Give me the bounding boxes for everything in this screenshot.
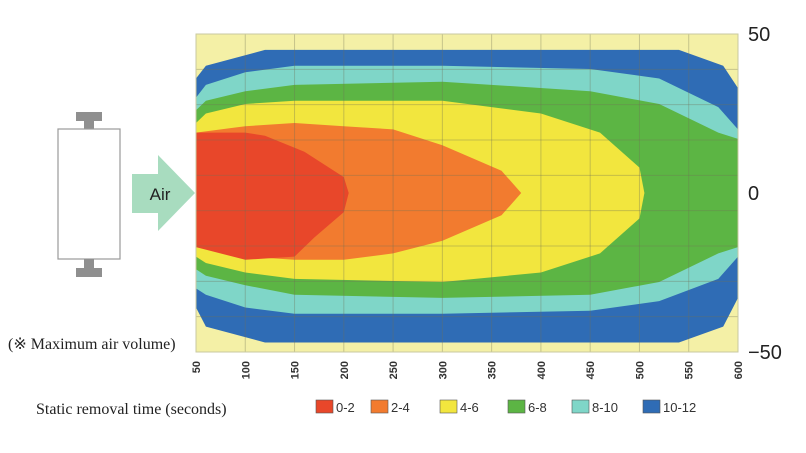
legend-item-0-2: 0-2	[315, 399, 355, 415]
airflow-arrow: Air	[132, 155, 195, 231]
x-tick-label: 100	[240, 361, 252, 379]
legend-item-2-4: 2-4	[370, 399, 410, 415]
x-tick-label: 400	[536, 361, 548, 379]
legend-label: 10-12	[663, 400, 696, 415]
device-bottom-stem	[84, 259, 94, 269]
device-bottom-cap	[76, 268, 102, 277]
x-tick-label: 300	[437, 361, 449, 379]
plot-frame	[195, 33, 739, 353]
max-air-volume-note: (※ Maximum air volume)	[8, 336, 176, 353]
y-axis-ticks: 50 0 −50	[748, 24, 782, 364]
legend-swatch	[439, 399, 458, 414]
legend-swatch	[370, 399, 389, 414]
legend-label: 2-4	[391, 400, 410, 415]
x-tick-label: 250	[388, 361, 400, 379]
contour-plot	[195, 33, 739, 353]
x-tick-label: 500	[634, 361, 646, 379]
x-tick-label: 50	[191, 361, 203, 373]
legend-items: 0-2 2-4 4-6 6-8 8-10 10-12	[315, 399, 696, 415]
legend-swatch	[642, 399, 661, 414]
grid-lines	[196, 34, 738, 352]
legend-item-4-6: 4-6	[439, 399, 479, 415]
legend-item-6-8: 6-8	[507, 399, 547, 415]
x-tick-label: 550	[684, 361, 696, 379]
x-tick-label: 150	[290, 361, 302, 379]
contour-regions	[196, 49, 738, 343]
x-tick-label: 600	[733, 361, 745, 379]
x-tick-label: 200	[339, 361, 351, 379]
y-tick-label: 0	[748, 183, 759, 205]
legend-title: Static removal time (seconds)	[36, 401, 227, 418]
ionizer-device	[57, 112, 121, 277]
device-top-stem	[84, 119, 94, 130]
legend-label: 0-2	[336, 400, 355, 415]
device-top-cap	[76, 112, 102, 121]
y-tick-label: −50	[748, 342, 782, 364]
device-body	[57, 128, 121, 260]
arrow-icon	[132, 155, 195, 231]
legend-item-8-10: 8-10	[571, 399, 618, 415]
legend-swatch	[507, 399, 526, 414]
legend-label: 4-6	[460, 400, 479, 415]
airflow-label: Air	[150, 185, 171, 204]
x-tick-label: 450	[585, 361, 597, 379]
y-tick-label: 50	[748, 24, 770, 46]
legend-label: 6-8	[528, 400, 547, 415]
x-tick-label: 350	[487, 361, 499, 379]
region-0-2	[196, 132, 349, 260]
legend-item-10-12: 10-12	[642, 399, 696, 415]
x-axis-ticks: 50 100 150 200 250 300 350 400 450 500 550 600	[191, 361, 745, 379]
legend-label: 8-10	[592, 400, 618, 415]
legend-swatch	[315, 399, 334, 414]
legend-swatch	[571, 399, 590, 414]
legend: Static removal time (seconds) 0-2 2-4 4-6 6…	[36, 399, 696, 418]
